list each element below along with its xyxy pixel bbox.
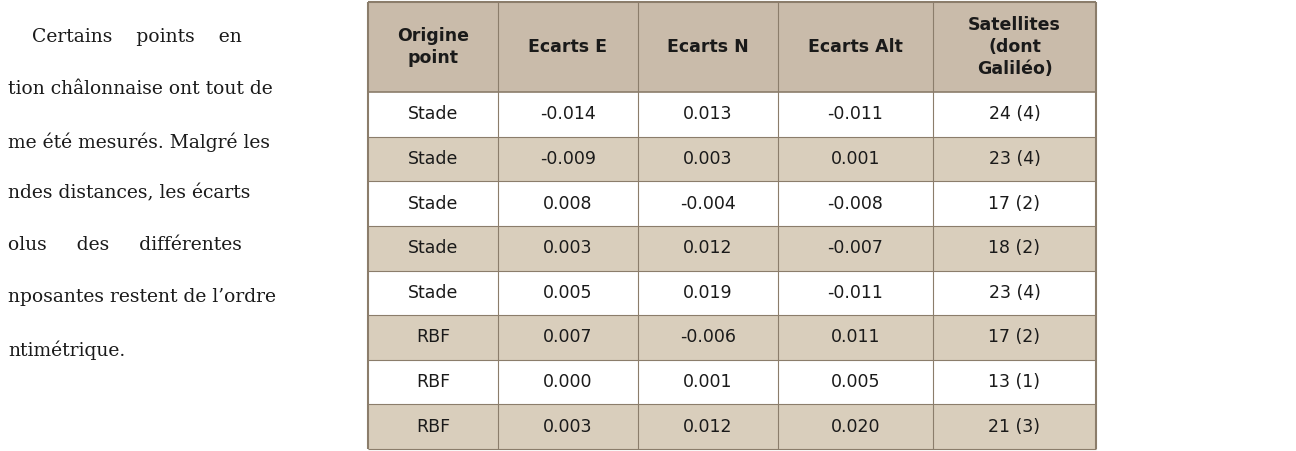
Text: me été mesurés. Malgré les: me été mesurés. Malgré les [8, 132, 270, 152]
Bar [638, 92, 778, 137]
Bar [638, 2, 778, 92]
Bar [638, 226, 778, 271]
Bar [778, 360, 933, 405]
Text: -0.004: -0.004 [680, 194, 736, 212]
Text: ntimétrique.: ntimétrique. [8, 340, 126, 359]
Bar [778, 92, 933, 137]
Text: 18 (2): 18 (2) [989, 239, 1041, 257]
Bar [498, 137, 638, 181]
Bar [638, 181, 778, 226]
Bar [368, 271, 498, 315]
Text: Stade: Stade [408, 284, 459, 302]
Bar [498, 226, 638, 271]
Text: 24 (4): 24 (4) [989, 106, 1041, 123]
Bar [933, 271, 1096, 315]
Text: 13 (1): 13 (1) [989, 373, 1041, 391]
Bar [368, 360, 498, 405]
Bar [933, 360, 1096, 405]
Bar [638, 315, 778, 360]
Bar [933, 92, 1096, 137]
Text: ndes distances, les écarts: ndes distances, les écarts [8, 184, 250, 202]
Bar [933, 315, 1096, 360]
Text: Ecarts E: Ecarts E [529, 38, 608, 56]
Bar [498, 360, 638, 405]
Bar [498, 405, 638, 449]
Bar [778, 271, 933, 315]
Bar [778, 405, 933, 449]
Bar [933, 226, 1096, 271]
Text: Ecarts Alt: Ecarts Alt [809, 38, 903, 56]
Bar [498, 92, 638, 137]
Text: 23 (4): 23 (4) [989, 150, 1041, 168]
Text: 23 (4): 23 (4) [989, 284, 1041, 302]
Text: 0.003: 0.003 [683, 150, 732, 168]
Text: 0.012: 0.012 [683, 239, 732, 257]
Bar [368, 2, 498, 92]
Text: 0.007: 0.007 [543, 328, 592, 346]
Text: 0.005: 0.005 [543, 284, 592, 302]
Text: -0.011: -0.011 [828, 284, 884, 302]
Text: Certains    points    en: Certains points en [8, 28, 242, 46]
Bar [778, 137, 933, 181]
Text: -0.011: -0.011 [828, 106, 884, 123]
Bar [638, 360, 778, 405]
Bar [933, 2, 1096, 92]
Bar [368, 137, 498, 181]
Bar [368, 92, 498, 137]
Text: -0.008: -0.008 [828, 194, 884, 212]
Text: 0.012: 0.012 [683, 418, 732, 436]
Text: Satellites
(dont
Galiléo): Satellites (dont Galiléo) [968, 16, 1061, 78]
Bar [368, 181, 498, 226]
Bar [933, 405, 1096, 449]
Text: -0.009: -0.009 [540, 150, 596, 168]
Bar [368, 405, 498, 449]
Text: 0.003: 0.003 [543, 418, 592, 436]
Text: Origine
point: Origine point [397, 27, 469, 67]
Text: tion châlonnaise ont tout de: tion châlonnaise ont tout de [8, 80, 272, 98]
Text: 0.001: 0.001 [683, 373, 732, 391]
Text: RBF: RBF [416, 373, 450, 391]
Text: 0.003: 0.003 [543, 239, 592, 257]
Text: 21 (3): 21 (3) [989, 418, 1041, 436]
Text: 0.005: 0.005 [831, 373, 880, 391]
Text: -0.007: -0.007 [828, 239, 884, 257]
Text: 0.020: 0.020 [831, 418, 880, 436]
Bar [638, 405, 778, 449]
Text: Stade: Stade [408, 194, 459, 212]
Text: Stade: Stade [408, 239, 459, 257]
Text: Stade: Stade [408, 150, 459, 168]
Text: 0.013: 0.013 [683, 106, 732, 123]
Text: nposantes restent de l’ordre: nposantes restent de l’ordre [8, 288, 276, 306]
Bar [778, 2, 933, 92]
Text: RBF: RBF [416, 328, 450, 346]
Text: 0.019: 0.019 [683, 284, 732, 302]
Text: RBF: RBF [416, 418, 450, 436]
Text: 0.008: 0.008 [543, 194, 592, 212]
Bar [368, 226, 498, 271]
Bar [498, 315, 638, 360]
Bar [638, 137, 778, 181]
Text: -0.006: -0.006 [680, 328, 736, 346]
Text: 0.011: 0.011 [831, 328, 880, 346]
Text: 17 (2): 17 (2) [989, 328, 1041, 346]
Text: Stade: Stade [408, 106, 459, 123]
Bar [368, 315, 498, 360]
Bar [498, 181, 638, 226]
Bar [498, 2, 638, 92]
Bar [498, 271, 638, 315]
Bar [778, 181, 933, 226]
Text: 0.001: 0.001 [831, 150, 880, 168]
Bar [638, 271, 778, 315]
Text: -0.014: -0.014 [540, 106, 596, 123]
Text: olus     des     différentes: olus des différentes [8, 236, 242, 254]
Bar [778, 315, 933, 360]
Bar [933, 137, 1096, 181]
Bar [778, 226, 933, 271]
Text: 0.000: 0.000 [543, 373, 592, 391]
Bar [933, 181, 1096, 226]
Text: 17 (2): 17 (2) [989, 194, 1041, 212]
Text: Ecarts N: Ecarts N [667, 38, 749, 56]
